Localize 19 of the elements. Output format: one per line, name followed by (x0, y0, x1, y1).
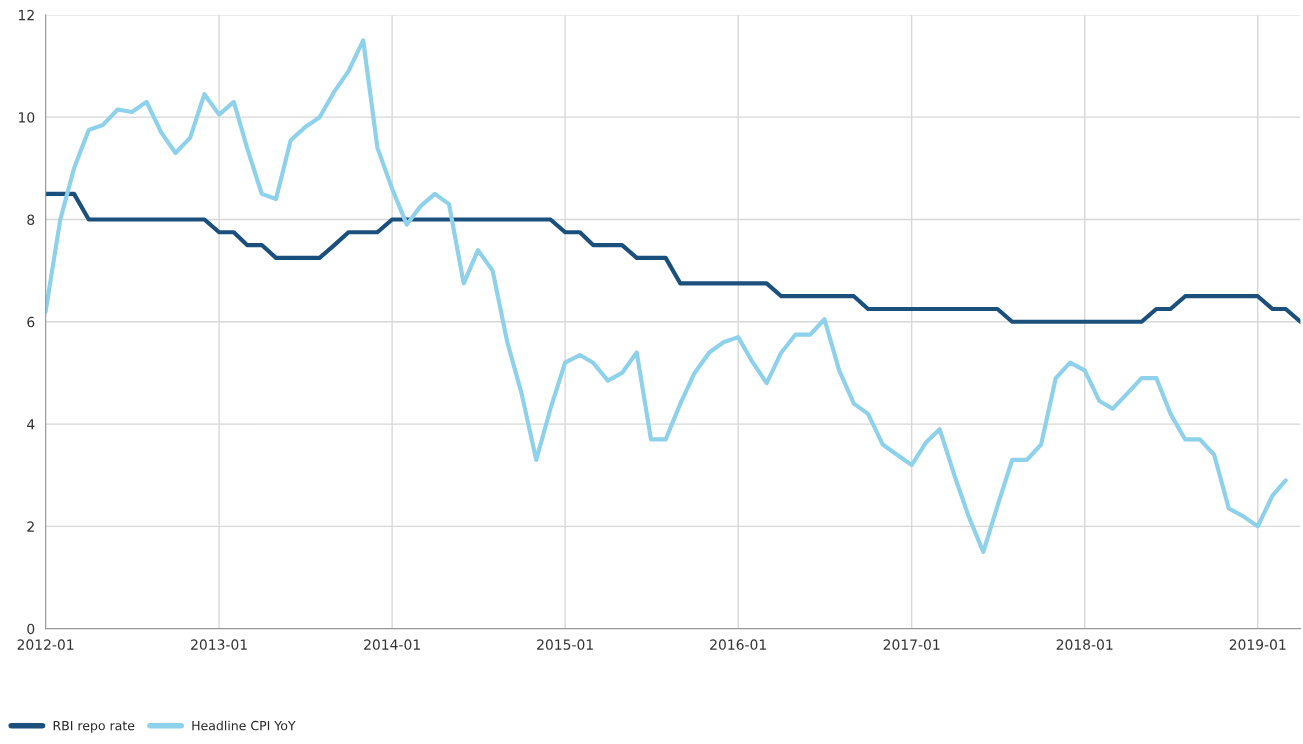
legend-label: Headline CPI YoY (192, 720, 296, 731)
x-tick-label: 2012-01 (17, 639, 74, 650)
y-tick-label: 12 (19, 9, 34, 21)
line-series (45, 191, 1301, 324)
y-tick-label: 2 (27, 521, 34, 532)
x-tick-label: 2016-01 (710, 639, 766, 650)
x-tick-label: 2015-01 (537, 639, 593, 650)
line-series (45, 38, 1288, 555)
x-tick-label: 2014-01 (364, 639, 420, 650)
legend-label: RBI repo rate (53, 721, 135, 733)
y-tick-label: 4 (27, 419, 35, 430)
y-tick-label: 8 (27, 214, 35, 225)
y-tick-label: 6 (27, 316, 35, 328)
y-tick-label: 0 (27, 623, 35, 635)
x-tick-label: 2017-01 (883, 639, 940, 650)
x-tick-label: 2018-01 (1056, 639, 1113, 650)
y-tick-label: 10 (19, 112, 35, 123)
x-tick-label: 2013-01 (191, 639, 247, 650)
x-tick-label: 2019-01 (1229, 639, 1286, 650)
